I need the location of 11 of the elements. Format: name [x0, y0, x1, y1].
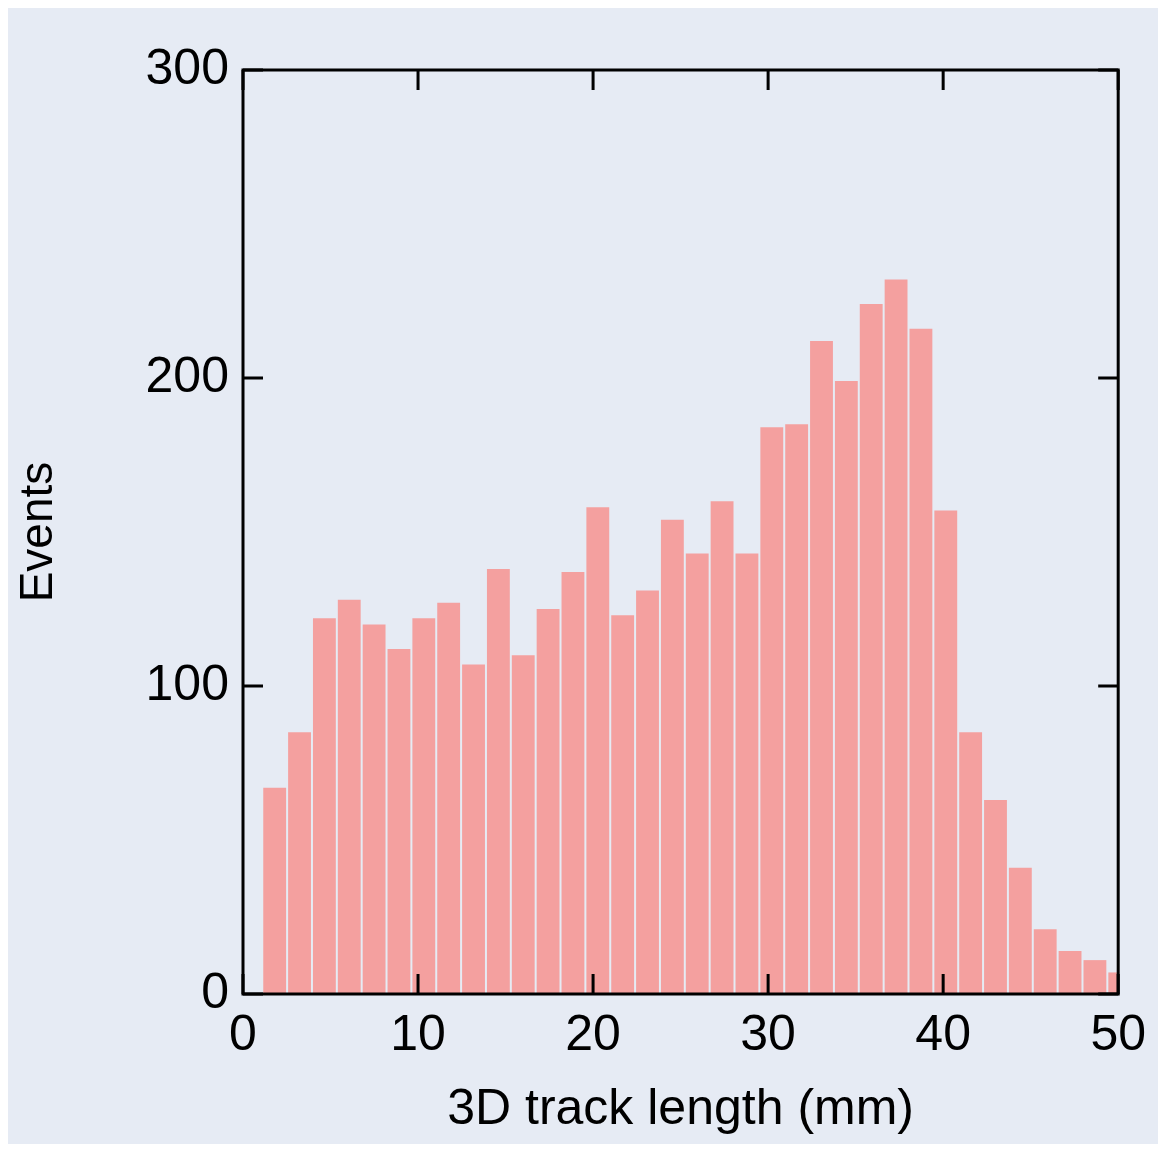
x-tick-label: 20 [565, 1004, 621, 1061]
y-axis-title: Events [10, 461, 63, 603]
y-tick-label: 300 [145, 38, 229, 95]
y-tick-label: 0 [201, 962, 229, 1019]
x-tick-label: 40 [915, 1004, 971, 1061]
x-tick-label: 10 [390, 1004, 446, 1061]
y-tick-label: 100 [145, 654, 229, 711]
x-tick-label: 50 [1090, 1004, 1146, 1061]
y-tick-label: 200 [145, 346, 229, 403]
x-tick-label: 30 [740, 1004, 796, 1061]
x-axis-title: 3D track length (mm) [447, 1078, 914, 1135]
